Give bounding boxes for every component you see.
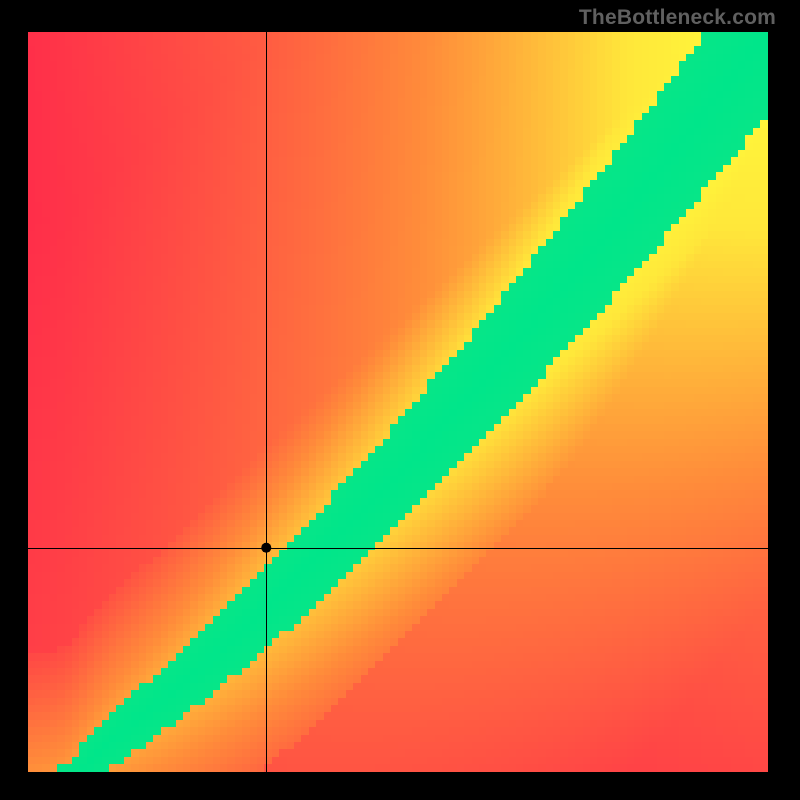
chart-container: { "attribution": "TheBottleneck.com", "l…: [0, 0, 800, 800]
attribution-text: TheBottleneck.com: [579, 6, 776, 30]
heatmap-plot: [28, 32, 768, 772]
heatmap-canvas: [28, 32, 768, 772]
